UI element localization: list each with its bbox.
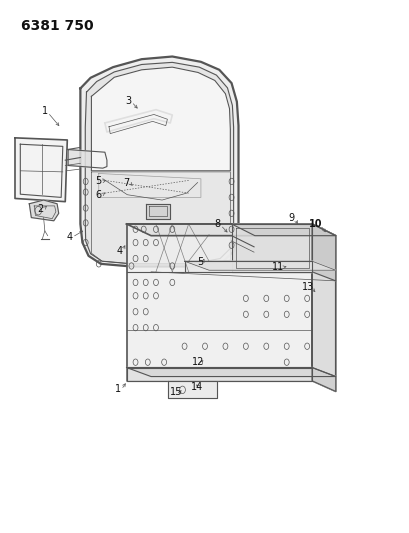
Text: 12: 12: [191, 357, 203, 367]
Text: 7: 7: [123, 177, 129, 188]
Polygon shape: [126, 224, 335, 236]
Polygon shape: [231, 224, 335, 236]
Polygon shape: [126, 224, 311, 381]
Polygon shape: [311, 368, 335, 391]
Text: 14: 14: [190, 382, 202, 392]
Polygon shape: [68, 150, 107, 168]
Text: 5: 5: [196, 257, 203, 267]
Text: 10: 10: [309, 219, 322, 229]
Text: 11: 11: [272, 262, 284, 271]
Polygon shape: [85, 62, 233, 264]
Polygon shape: [145, 204, 170, 219]
Text: 1: 1: [115, 384, 121, 394]
Polygon shape: [231, 224, 311, 272]
Polygon shape: [126, 368, 311, 381]
Text: 3: 3: [125, 95, 131, 106]
Text: 2: 2: [38, 204, 44, 214]
Polygon shape: [29, 200, 58, 221]
Polygon shape: [168, 381, 217, 398]
Polygon shape: [91, 67, 230, 171]
Text: 1: 1: [42, 106, 48, 116]
Text: 4: 4: [66, 232, 72, 243]
Text: 4: 4: [116, 246, 122, 255]
Polygon shape: [91, 172, 230, 264]
Text: 9: 9: [288, 213, 294, 223]
Text: 6381 750: 6381 750: [21, 19, 94, 33]
Text: 5: 5: [95, 176, 102, 187]
Polygon shape: [311, 224, 335, 391]
Polygon shape: [184, 261, 311, 272]
Polygon shape: [105, 110, 172, 132]
Polygon shape: [80, 56, 238, 266]
Polygon shape: [15, 138, 67, 201]
Text: 15: 15: [170, 387, 182, 397]
Text: 6: 6: [95, 190, 101, 200]
Text: 8: 8: [213, 219, 220, 229]
Polygon shape: [311, 224, 335, 281]
Text: 13: 13: [301, 282, 313, 292]
Polygon shape: [126, 368, 335, 376]
Polygon shape: [184, 261, 335, 270]
